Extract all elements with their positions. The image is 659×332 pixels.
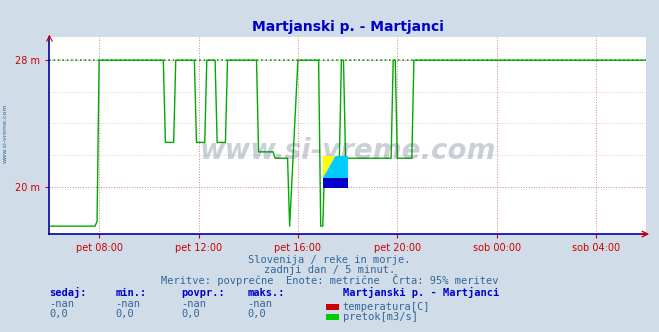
Text: Slovenija / reke in morje.: Slovenija / reke in morje.: [248, 255, 411, 265]
Text: -nan: -nan: [247, 299, 272, 309]
Text: 0,0: 0,0: [181, 309, 200, 319]
Text: temperatura[C]: temperatura[C]: [343, 302, 430, 312]
Text: pretok[m3/s]: pretok[m3/s]: [343, 312, 418, 322]
Text: Martjanski p. - Martjanci: Martjanski p. - Martjanci: [343, 287, 499, 298]
Text: sedaj:: sedaj:: [49, 287, 87, 298]
Text: -nan: -nan: [181, 299, 206, 309]
Bar: [323, 178, 348, 188]
Text: Meritve: povprečne  Enote: metrične  Črta: 95% meritev: Meritve: povprečne Enote: metrične Črta:…: [161, 274, 498, 286]
Text: www.si-vreme.com: www.si-vreme.com: [3, 103, 8, 163]
Text: www.si-vreme.com: www.si-vreme.com: [200, 137, 496, 165]
Text: maks.:: maks.:: [247, 288, 285, 298]
Text: 0,0: 0,0: [247, 309, 266, 319]
Text: povpr.:: povpr.:: [181, 288, 225, 298]
Text: 0,0: 0,0: [49, 309, 68, 319]
Text: -nan: -nan: [115, 299, 140, 309]
Polygon shape: [323, 156, 348, 178]
Text: -nan: -nan: [49, 299, 74, 309]
Title: Martjanski p. - Martjanci: Martjanski p. - Martjanci: [252, 20, 444, 34]
Text: zadnji dan / 5 minut.: zadnji dan / 5 minut.: [264, 265, 395, 275]
Text: min.:: min.:: [115, 288, 146, 298]
Polygon shape: [323, 156, 335, 178]
Text: 0,0: 0,0: [115, 309, 134, 319]
